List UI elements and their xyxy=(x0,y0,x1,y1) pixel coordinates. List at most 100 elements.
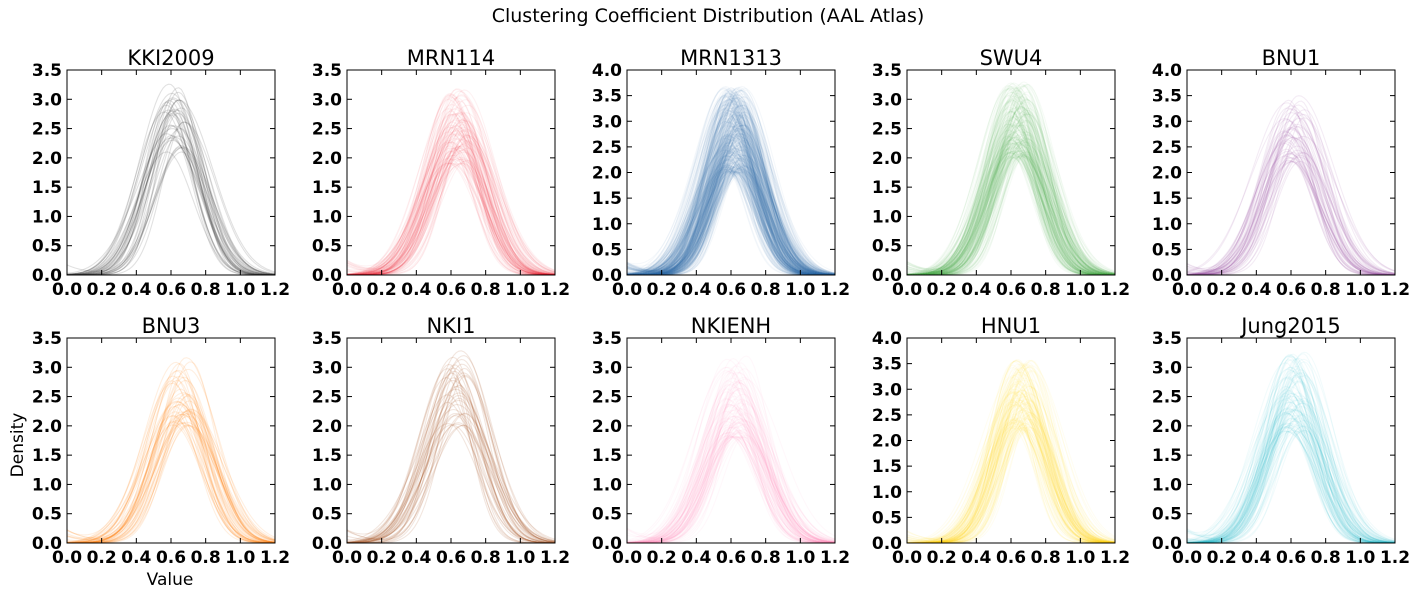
y-tick-label: 0.0 xyxy=(1152,534,1182,554)
density-curve xyxy=(347,142,555,275)
density-curve xyxy=(1187,418,1395,543)
density-curve xyxy=(1187,426,1395,543)
density-curve xyxy=(1187,130,1395,275)
density-curve xyxy=(347,401,555,543)
x-tick-label: 1.2 xyxy=(260,548,290,568)
density-curve xyxy=(347,413,555,543)
x-tick-label: 0.4 xyxy=(1241,280,1271,300)
density-curve xyxy=(627,113,835,275)
density-curve xyxy=(347,358,555,543)
density-curve xyxy=(907,86,1115,275)
y-tick-label: 2.0 xyxy=(1152,164,1182,184)
density-curve xyxy=(1187,430,1395,543)
density-curve xyxy=(627,124,835,275)
density-curve xyxy=(1187,119,1395,275)
density-curve xyxy=(907,112,1115,275)
y-tick-label: 0.5 xyxy=(1152,505,1182,525)
density-curve xyxy=(627,421,835,543)
density-curve xyxy=(907,122,1115,275)
density-curve xyxy=(67,97,275,275)
density-curve xyxy=(907,113,1115,275)
x-tick-label: 0.2 xyxy=(647,280,677,300)
x-tick-label: 0.6 xyxy=(156,280,186,300)
density-curve xyxy=(627,372,835,543)
density-curve xyxy=(1187,135,1395,275)
x-tick-label: 0.0 xyxy=(332,548,362,568)
x-tick-label: 0.6 xyxy=(716,280,746,300)
density-curve xyxy=(627,382,835,543)
subplot-mrn114: 0.0 0.2 0.4 0.6 0.8 1.0 1.20.00.51.01.52.02.53… xyxy=(312,46,570,300)
density-curve xyxy=(627,97,835,275)
subplot-title-mrn114: MRN114 xyxy=(407,46,496,70)
density-curve xyxy=(627,410,835,543)
density-curve xyxy=(627,118,835,275)
y-tick-label: 1.0 xyxy=(312,207,342,227)
density-curve xyxy=(907,155,1115,275)
x-tick-label: 0.2 xyxy=(927,548,957,568)
x-tick-label: 0.4 xyxy=(1241,548,1271,568)
density-curve xyxy=(627,166,835,275)
x-tick-label: 0.2 xyxy=(87,548,117,568)
x-tick-label: 0.0 xyxy=(612,548,642,568)
density-curve xyxy=(627,124,835,275)
x-tick-label: 0.2 xyxy=(1207,548,1237,568)
density-curve xyxy=(1187,154,1395,275)
density-curve xyxy=(347,163,555,275)
density-curve xyxy=(347,145,555,275)
density-curve xyxy=(1187,136,1395,275)
y-tick-label: 1.0 xyxy=(312,475,342,495)
x-tick-label: 0.8 xyxy=(471,280,501,300)
subplot-swu4: 0.0 0.2 0.4 0.6 0.8 1.0 1.20.00.51.01.52.02.53… xyxy=(872,46,1130,300)
density-curve xyxy=(907,361,1115,543)
density-curve xyxy=(67,375,275,543)
density-curve xyxy=(347,130,555,275)
y-tick-label: 1.5 xyxy=(592,446,622,466)
x-tick-label: 0.6 xyxy=(1276,548,1306,568)
density-curve xyxy=(627,99,835,275)
subplot-hnu1: 0.0 0.2 0.4 0.6 0.8 1.0 1.20.00.51.01.52.02.53… xyxy=(872,314,1130,568)
density-curve xyxy=(347,138,555,275)
density-curve xyxy=(907,87,1115,275)
density-curve xyxy=(347,408,555,543)
y-tick-label: 3.0 xyxy=(872,380,902,400)
density-curve xyxy=(627,424,835,543)
y-tick-label: 0.5 xyxy=(32,505,62,525)
density-curve xyxy=(1187,424,1395,543)
density-curve xyxy=(347,111,555,275)
density-curve xyxy=(67,146,275,275)
y-tick-label: 3.5 xyxy=(1152,329,1182,349)
density-curve xyxy=(627,380,835,543)
density-curve xyxy=(627,113,835,275)
density-curve xyxy=(907,130,1115,275)
density-curve xyxy=(67,121,275,275)
x-tick-label: 0.6 xyxy=(436,280,466,300)
subplot-bnu3: 0.0 0.2 0.4 0.6 0.8 1.0 1.20.00.51.01.52.02.53… xyxy=(32,314,290,568)
y-tick-label: 0.5 xyxy=(592,505,622,525)
x-tick-label: 0.6 xyxy=(996,548,1026,568)
density-curve xyxy=(1187,413,1395,543)
density-curve xyxy=(347,97,555,275)
y-tick-label: 3.5 xyxy=(1152,87,1182,107)
density-curve xyxy=(347,162,555,275)
y-tick-label: 2.0 xyxy=(872,432,902,452)
density-curve xyxy=(1187,355,1395,543)
y-tick-label: 1.5 xyxy=(872,178,902,198)
density-curve xyxy=(67,99,275,275)
density-curve xyxy=(907,121,1115,275)
density-curve xyxy=(67,121,275,275)
y-tick-label: 2.0 xyxy=(312,417,342,437)
density-curve xyxy=(627,97,835,275)
density-curve xyxy=(627,93,835,275)
density-curve xyxy=(907,403,1115,543)
density-curve xyxy=(1187,156,1395,275)
y-tick-label: 1.0 xyxy=(592,215,622,235)
density-curve xyxy=(1187,125,1395,275)
density-curve xyxy=(907,116,1115,275)
density-curve xyxy=(67,99,275,275)
density-curve xyxy=(627,402,835,543)
density-curve xyxy=(347,415,555,543)
x-tick-label: 0.4 xyxy=(121,548,151,568)
density-curve xyxy=(907,371,1115,543)
density-curve xyxy=(627,106,835,275)
subplot-grid: 0.0 0.2 0.4 0.6 0.8 1.0 1.20.00.51.01.52.02.53… xyxy=(32,46,1410,568)
